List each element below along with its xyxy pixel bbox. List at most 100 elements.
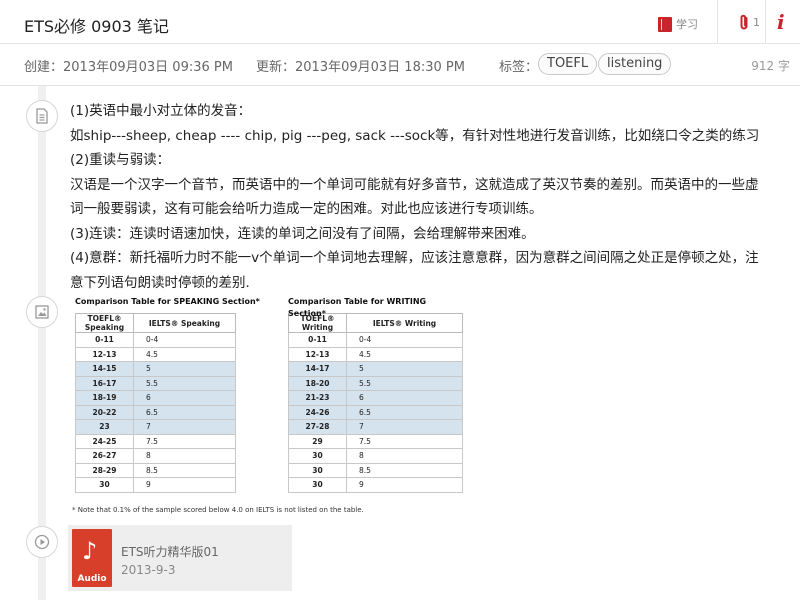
note-line: (1)英语中最小对立体的发音：	[70, 103, 252, 119]
audio-file-name: ETS听力精华版01	[121, 545, 219, 559]
table-header-row: TOEFL® Speaking IELTS® Speaking	[75, 313, 236, 333]
table-row: 30 9	[75, 477, 236, 493]
paperclip-icon	[740, 14, 748, 30]
writing-table-block: Comparison Table for WRITING Section* TO…	[288, 296, 464, 493]
ielts-score-cell: 6	[133, 390, 236, 406]
toefl-score-cell: 18-19	[75, 390, 134, 406]
toefl-score-cell: 30	[75, 477, 134, 493]
header-divider	[765, 0, 766, 44]
header-divider	[717, 0, 718, 44]
column-header: TOEFL® Speaking	[75, 313, 134, 333]
toefl-score-cell: 14-17	[288, 361, 347, 377]
toefl-score-cell: 23	[75, 419, 134, 435]
toefl-score-cell: 24-26	[288, 404, 347, 420]
comparison-image[interactable]: Comparison Table for SPEAKING Section* T…	[72, 296, 464, 518]
table-row: 0-11 0-4	[288, 332, 463, 348]
table-row: 26-27 8	[75, 448, 236, 464]
table-row: 24-26 6.5	[288, 404, 463, 420]
note-line: 如ship---sheep, cheap ---- chip, pig ---p…	[70, 127, 760, 144]
ielts-score-cell: 7.5	[346, 433, 463, 449]
toefl-score-cell: 20-22	[75, 404, 134, 420]
tag-listening[interactable]: listening	[598, 53, 672, 75]
table-row: 16-17 5.5	[75, 375, 236, 391]
note-meta: 创建：2013年09月03日 09:36 PM 更新：2013年09月03日 1…	[0, 44, 800, 86]
document-icon	[36, 108, 48, 124]
text-node	[26, 100, 58, 132]
note-header: ETS必修 0903 笔记 学习 1 i	[0, 0, 800, 44]
timeline-rail	[38, 86, 46, 600]
toefl-score-cell: 16-17	[75, 375, 134, 391]
note-line: 意下列语句朗读时停顿的差别.	[70, 274, 250, 291]
writing-table: TOEFL® Writing IELTS® Writing 0-11 0-4 12-…	[288, 313, 463, 493]
play-icon	[34, 534, 50, 550]
created-date: 创建：2013年09月03日 09:36 PM	[24, 60, 233, 75]
table-row: 27-28 7	[288, 419, 463, 435]
attachment-count: 1	[753, 16, 760, 29]
table-row: 20-22 6.5	[75, 404, 236, 420]
toefl-score-cell: 28-29	[75, 462, 134, 478]
table-header-row: TOEFL® Writing IELTS® Writing	[288, 313, 463, 333]
ielts-score-cell: 8.5	[346, 462, 463, 478]
toefl-score-cell: 12-13	[288, 346, 347, 362]
speaking-table-title: Comparison Table for SPEAKING Section*	[75, 297, 260, 306]
notebook-button[interactable]: 学习	[658, 16, 698, 32]
tag-toefl[interactable]: TOEFL	[538, 53, 598, 75]
word-count: 912 字	[751, 59, 790, 73]
ielts-score-cell: 5	[133, 361, 236, 377]
attachment-button[interactable]: 1	[738, 14, 760, 31]
table-row: 12-13 4.5	[75, 346, 236, 362]
column-header: IELTS® Writing	[346, 313, 463, 333]
note-line: (2)重读与弱读：	[70, 152, 171, 168]
table-row: 24-25 7.5	[75, 433, 236, 449]
note-title: ETS必修 0903 笔记	[24, 17, 169, 36]
audio-attachment[interactable]: ♪ Audio ETS听力精华版01 2013-9-3	[68, 525, 292, 591]
audio-icon-label: Audio	[77, 574, 107, 584]
ielts-score-cell: 6	[346, 390, 463, 406]
ielts-score-cell: 7	[346, 419, 463, 435]
audio-node	[26, 526, 58, 558]
toefl-score-cell: 14-15	[75, 361, 134, 377]
music-note-icon: ♪	[82, 537, 98, 565]
ielts-score-cell: 6.5	[346, 404, 463, 420]
ielts-score-cell: 8	[346, 448, 463, 464]
table-row: 12-13 4.5	[288, 346, 463, 362]
tags-label: 标签：	[499, 60, 539, 75]
toefl-score-cell: 0-11	[75, 332, 134, 348]
toefl-score-cell: 30	[288, 477, 347, 493]
ielts-score-cell: 4.5	[346, 346, 463, 362]
table-row: 29 7.5	[288, 433, 463, 449]
ielts-score-cell: 5	[346, 361, 463, 377]
image-icon	[35, 305, 49, 319]
speaking-table-block: Comparison Table for SPEAKING Section* T…	[75, 296, 260, 493]
note-line: 汉语是一个汉字一个音节，而英语中的一个单词可能就有好多音节，这就造成了英汉节奏的…	[70, 176, 759, 193]
table-row: 21-23 6	[288, 390, 463, 406]
ielts-score-cell: 7	[133, 419, 236, 435]
table-row: 30 9	[288, 477, 463, 493]
toefl-score-cell: 12-13	[75, 346, 134, 362]
audio-file-date: 2013-9-3	[121, 563, 176, 577]
ielts-score-cell: 5.5	[346, 375, 463, 391]
table-row: 0-11 0-4	[75, 332, 236, 348]
writing-table-title: Comparison Table for WRITING Section*	[288, 297, 427, 318]
column-header: TOEFL® Writing	[288, 313, 347, 333]
ielts-score-cell: 4.5	[133, 346, 236, 362]
table-row: 14-15 5	[75, 361, 236, 377]
table-row: 30 8.5	[288, 462, 463, 478]
toefl-score-cell: 30	[288, 448, 347, 464]
toefl-score-cell: 27-28	[288, 419, 347, 435]
toefl-score-cell: 24-25	[75, 433, 134, 449]
table-row: 30 8	[288, 448, 463, 464]
table-row: 23 7	[75, 419, 236, 435]
info-icon[interactable]: i	[777, 10, 785, 34]
ielts-score-cell: 5.5	[133, 375, 236, 391]
toefl-score-cell: 30	[288, 462, 347, 478]
image-node	[26, 296, 58, 328]
toefl-score-cell: 29	[288, 433, 347, 449]
speaking-table: TOEFL® Speaking IELTS® Speaking 0-11 0-4 1…	[75, 313, 236, 493]
ielts-score-cell: 8.5	[133, 462, 236, 478]
table-row: 18-20 5.5	[288, 375, 463, 391]
note-line: (4)意群：新托福听力时不能一v个单词一个单词地去理解，应该注意意群，因为意群之…	[70, 250, 759, 266]
table-footnote: * Note that 0.1% of the sample scored be…	[72, 506, 364, 514]
ielts-score-cell: 8	[133, 448, 236, 464]
audio-file-icon: ♪ Audio	[72, 529, 112, 587]
